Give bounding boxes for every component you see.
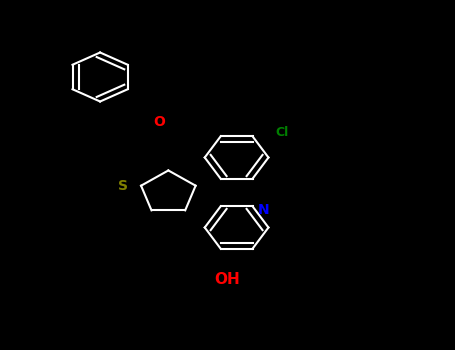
Text: OH: OH (215, 273, 240, 287)
Text: O: O (153, 116, 165, 130)
Text: N: N (258, 203, 270, 217)
Text: Cl: Cl (275, 126, 289, 140)
Text: S: S (118, 178, 128, 192)
